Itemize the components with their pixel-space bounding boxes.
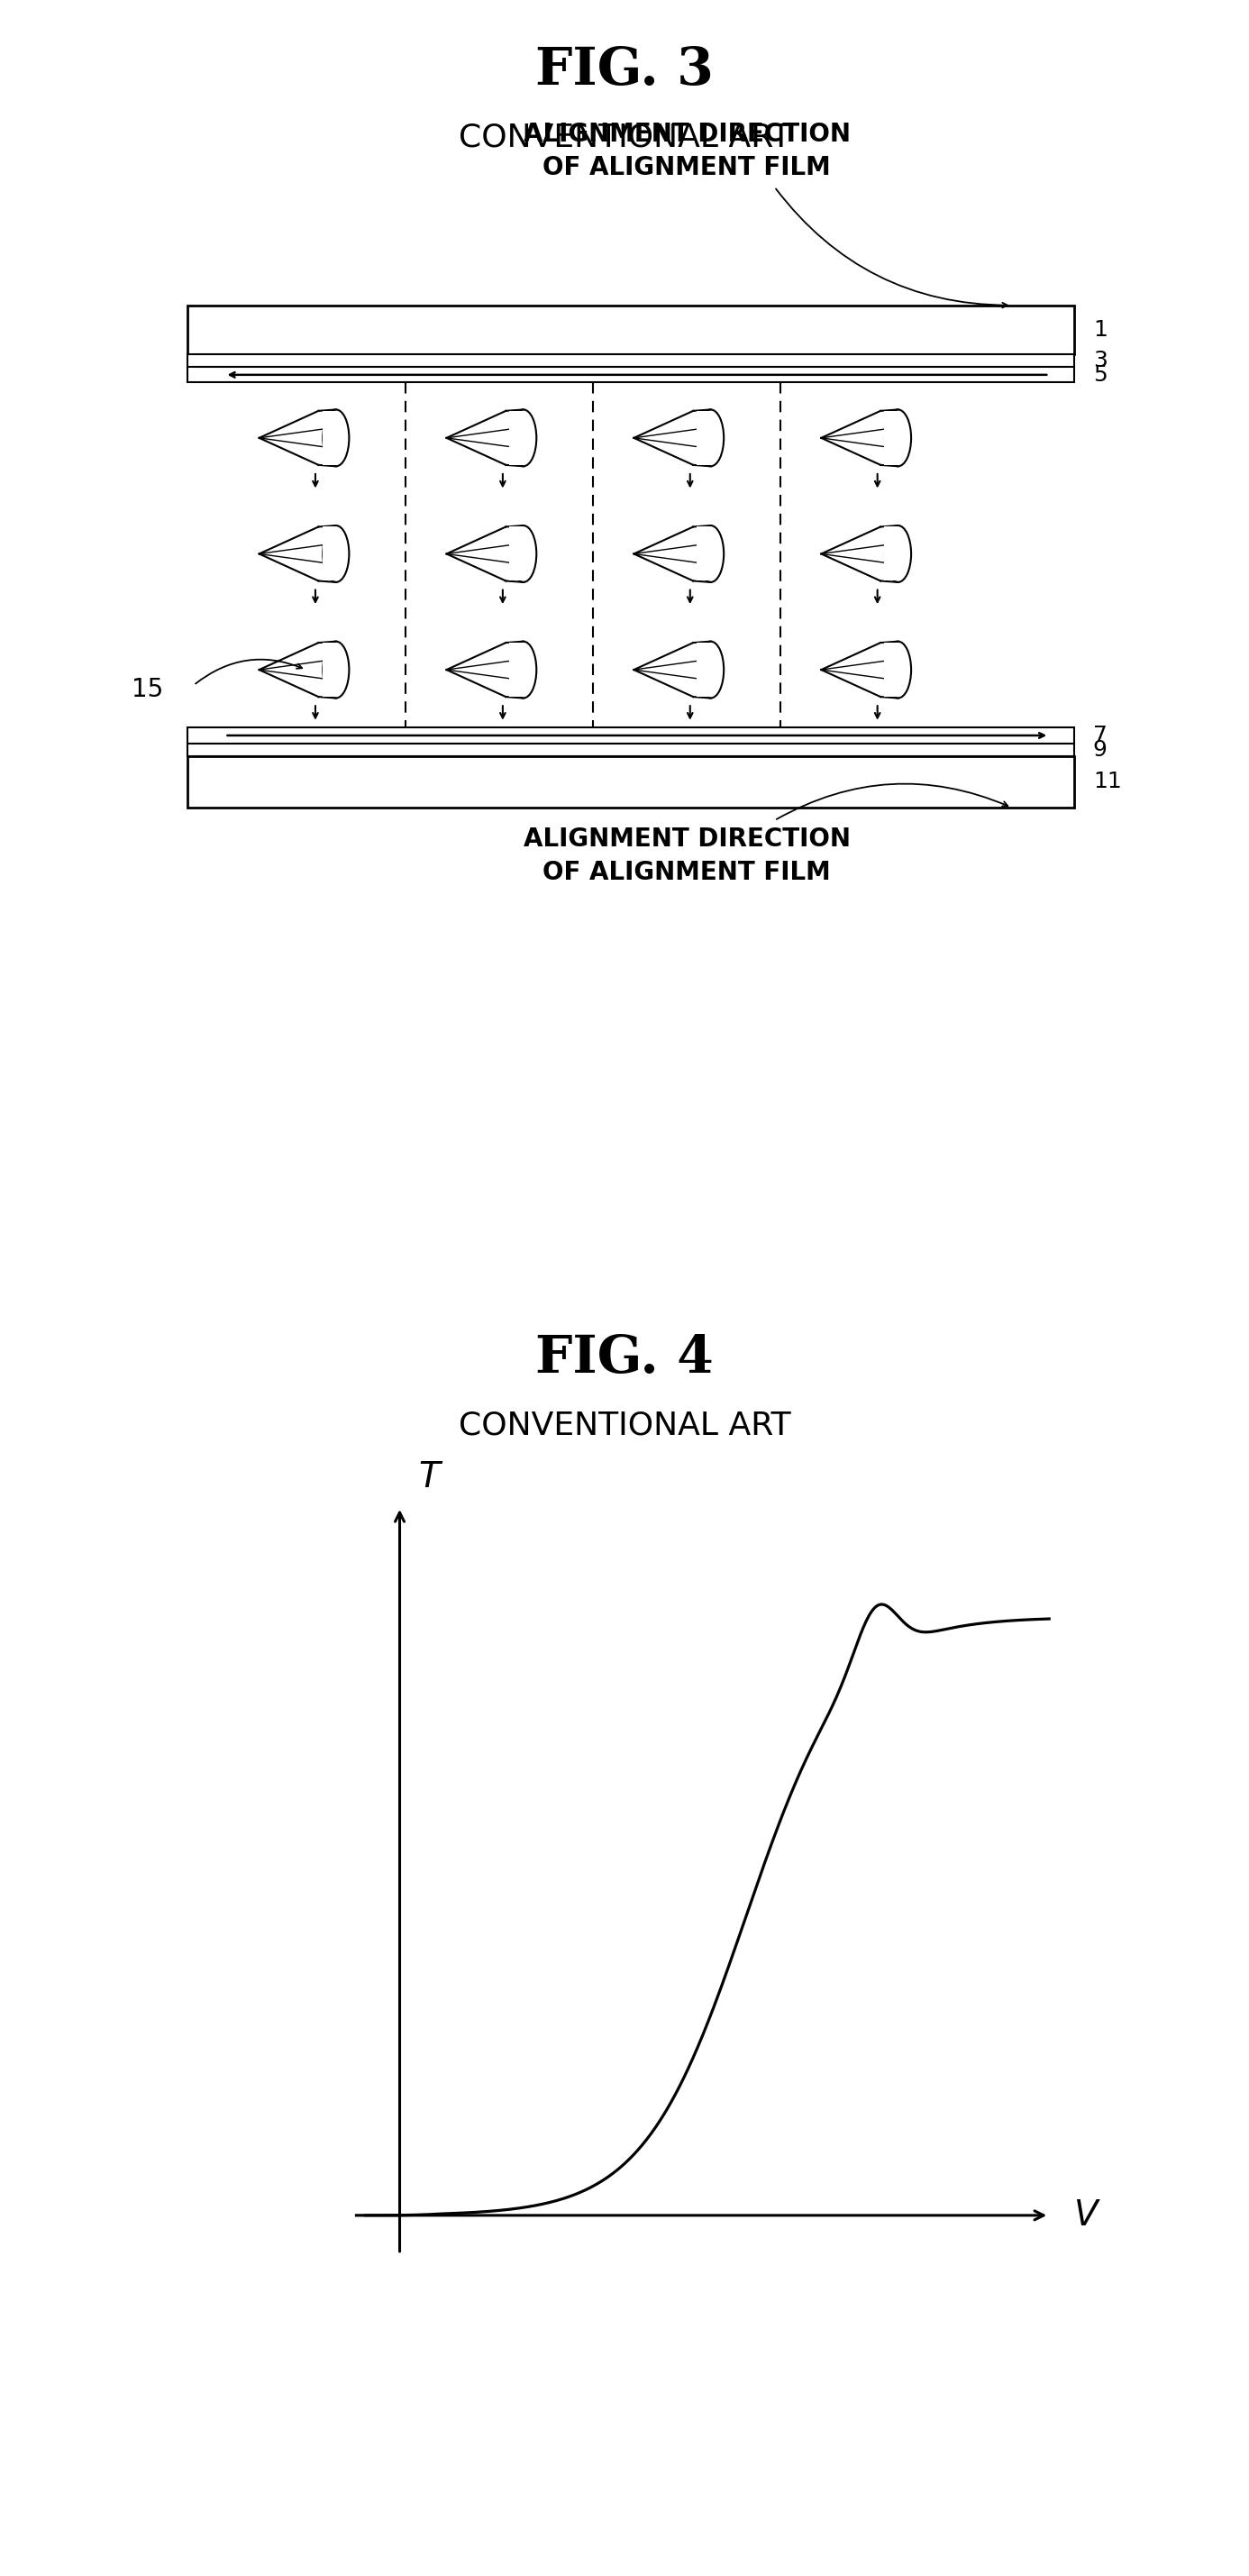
Text: FIG. 4: FIG. 4: [536, 1334, 713, 1383]
Bar: [510, 528, 523, 582]
Bar: [884, 644, 898, 698]
Text: CONVENTIONAL ART: CONVENTIONAL ART: [458, 124, 791, 152]
Bar: [884, 528, 898, 582]
Text: T: T: [418, 1461, 440, 1494]
Text: ALIGNMENT DIRECTION
OF ALIGNMENT FILM: ALIGNMENT DIRECTION OF ALIGNMENT FILM: [523, 121, 851, 180]
Text: 1: 1: [1093, 319, 1107, 340]
Text: FIG. 3: FIG. 3: [536, 46, 713, 95]
Text: 3: 3: [1093, 350, 1107, 371]
Bar: [187, 304, 1074, 355]
Text: 7: 7: [1093, 724, 1107, 747]
Text: V: V: [1074, 2197, 1098, 2233]
Bar: [187, 757, 1074, 809]
Bar: [187, 355, 1074, 366]
Text: 11: 11: [1093, 770, 1122, 793]
Bar: [510, 412, 523, 466]
Text: 5: 5: [1093, 363, 1107, 386]
Bar: [187, 742, 1074, 757]
Text: ALIGNMENT DIRECTION
OF ALIGNMENT FILM: ALIGNMENT DIRECTION OF ALIGNMENT FILM: [523, 827, 851, 886]
Bar: [697, 644, 711, 698]
Bar: [510, 644, 523, 698]
Text: 15: 15: [131, 677, 162, 701]
Bar: [322, 412, 336, 466]
Bar: [322, 644, 336, 698]
Bar: [322, 528, 336, 582]
Text: CONVENTIONAL ART: CONVENTIONAL ART: [458, 1412, 791, 1440]
Bar: [187, 366, 1074, 384]
Text: 9: 9: [1093, 739, 1107, 760]
Bar: [697, 528, 711, 582]
Bar: [884, 412, 898, 466]
Bar: [697, 412, 711, 466]
Bar: [187, 726, 1074, 742]
